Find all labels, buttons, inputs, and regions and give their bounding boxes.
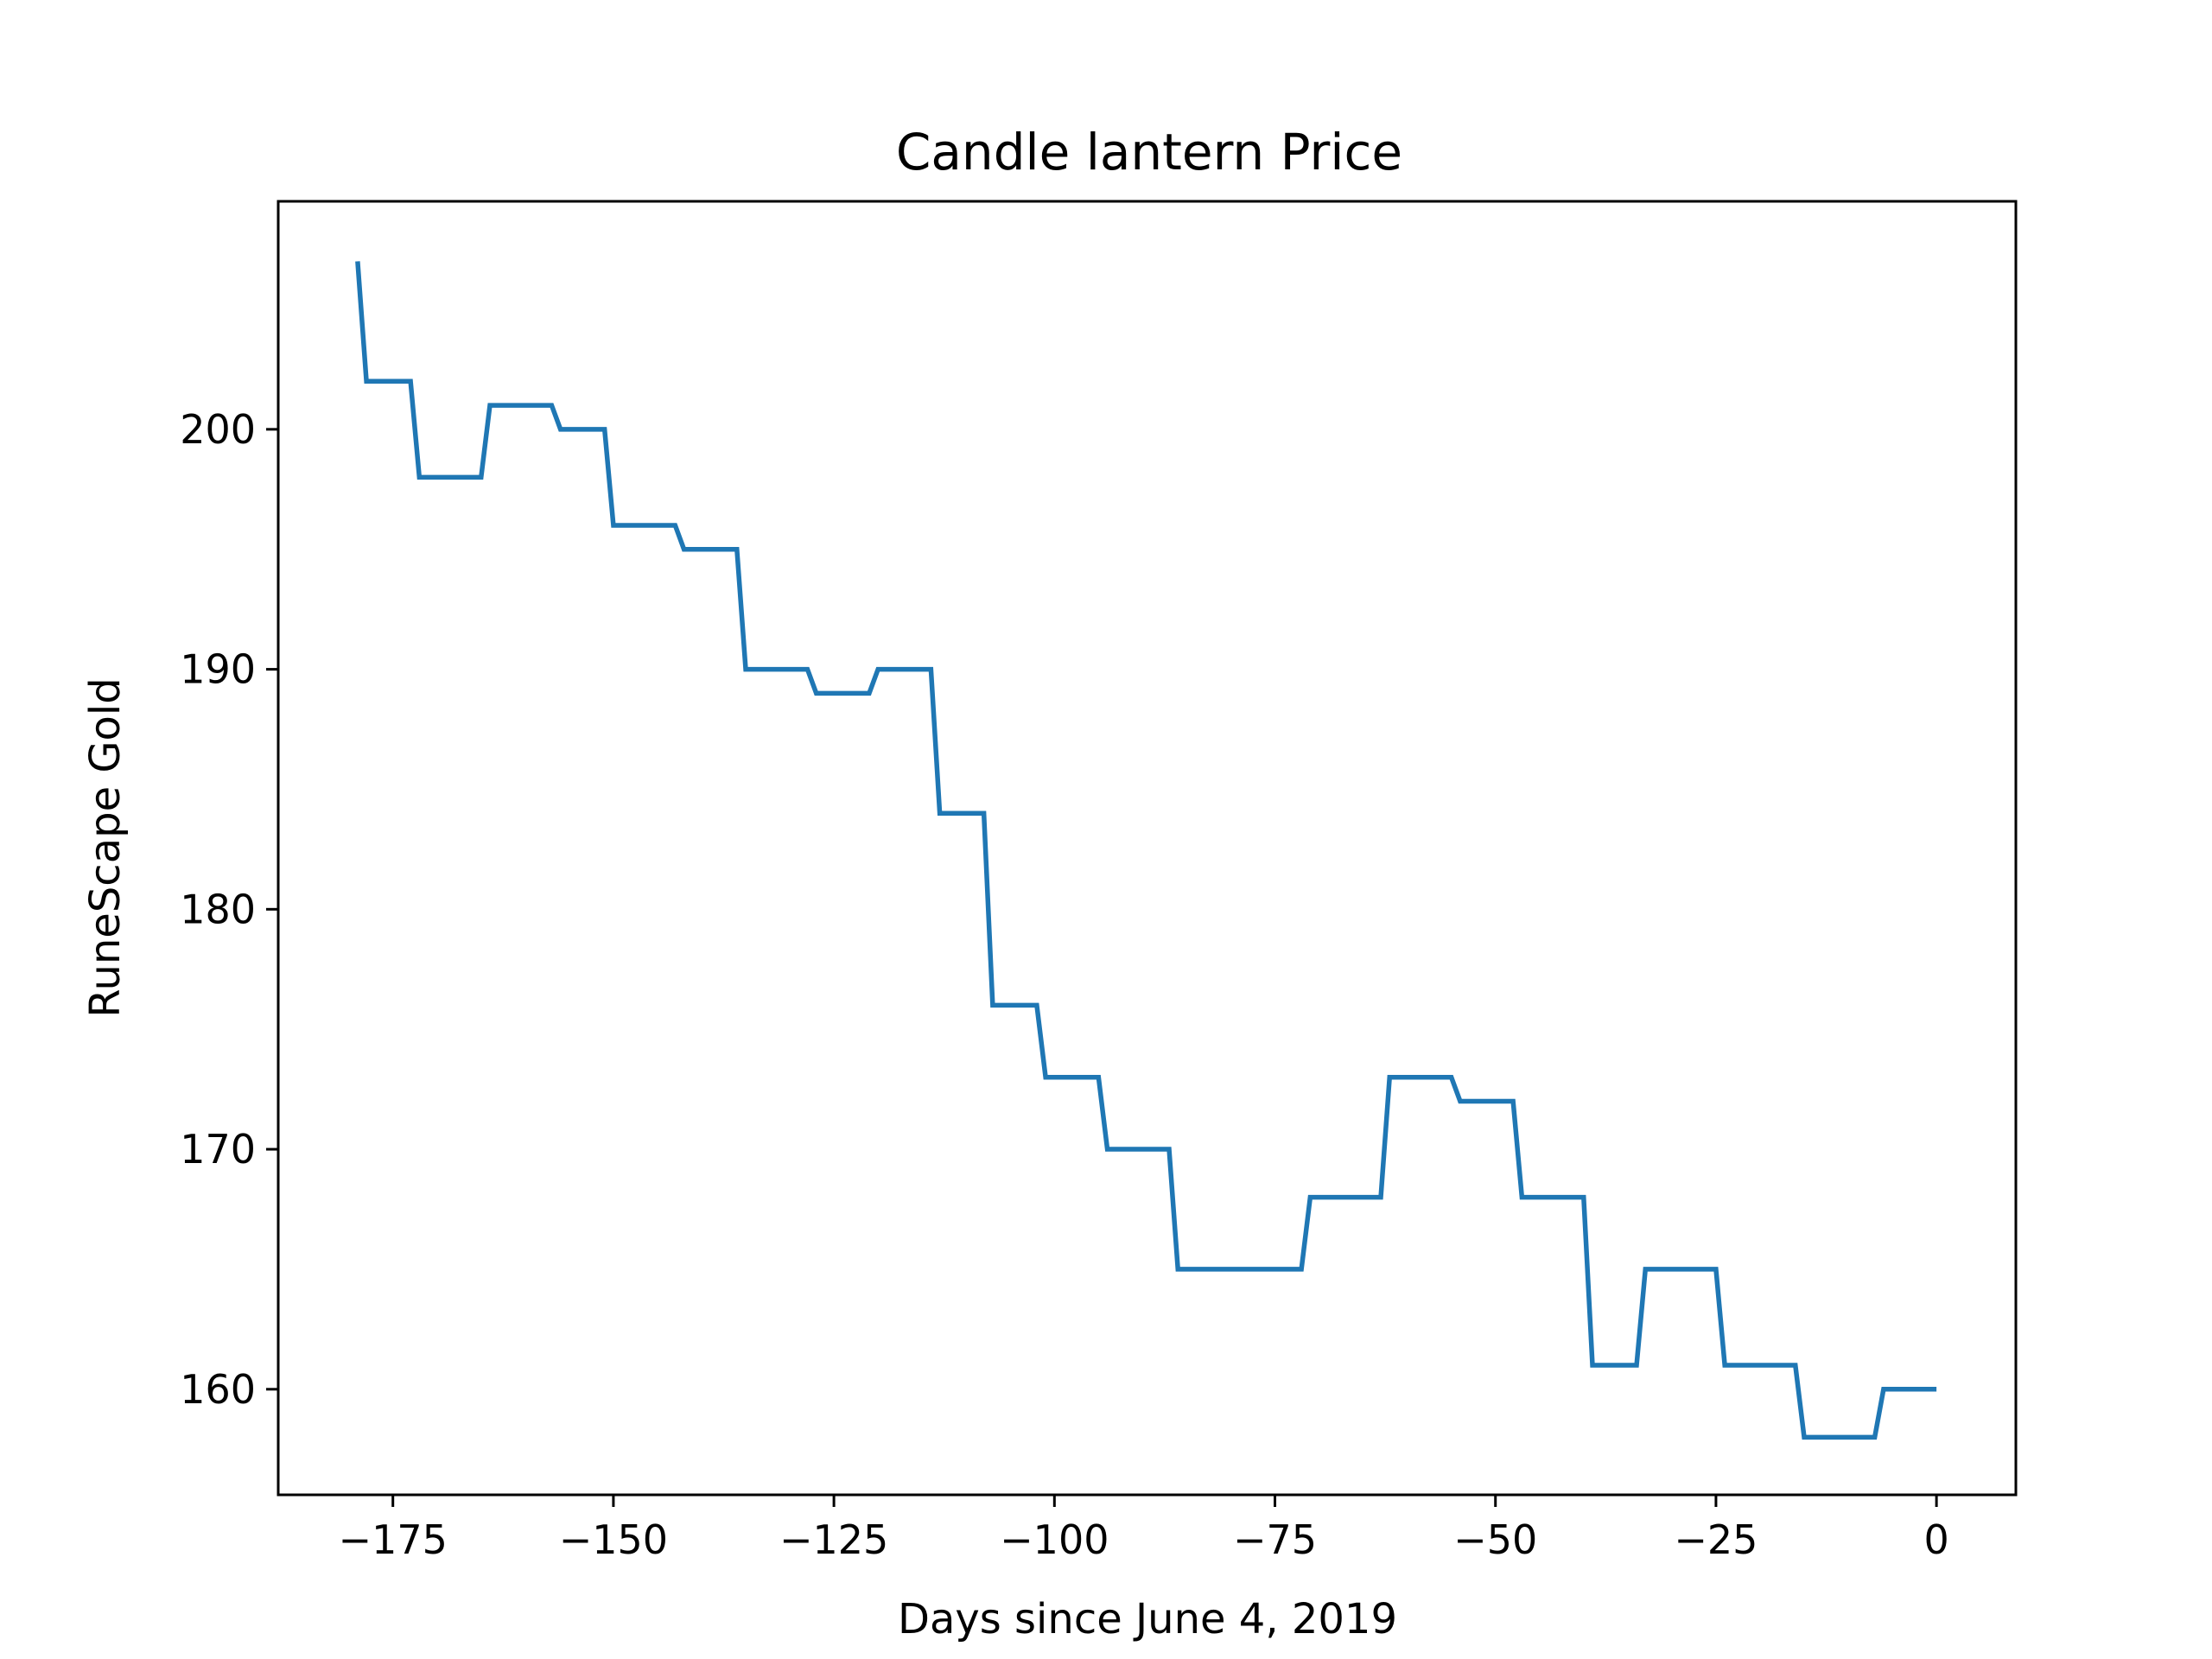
y-tick-label: 190 <box>180 646 256 693</box>
x-axis-ticks: −175 −150 −125 −100 −75 −50 −25 0 <box>339 1495 1949 1563</box>
x-tick-label: −25 <box>1674 1516 1758 1563</box>
x-tick-label: −100 <box>1000 1516 1109 1563</box>
x-axis-label: Days since June 4, 2019 <box>898 1595 1397 1643</box>
x-tick-label: −175 <box>339 1516 448 1563</box>
x-tick-label: −150 <box>559 1516 668 1563</box>
chart-title: Candle lantern Price <box>896 123 1402 181</box>
x-tick-label: −75 <box>1233 1516 1317 1563</box>
y-axis-ticks: 160 170 180 190 200 <box>180 406 278 1413</box>
x-tick-label: −50 <box>1453 1516 1537 1563</box>
y-tick-label: 200 <box>180 406 256 453</box>
x-tick-label: 0 <box>1923 1516 1948 1563</box>
y-tick-label: 180 <box>180 886 256 932</box>
plot-area <box>355 261 1937 1440</box>
y-tick-label: 160 <box>180 1366 256 1413</box>
y-tick-label: 170 <box>180 1126 256 1173</box>
series-line-0 <box>355 261 1937 1440</box>
x-tick-label: −125 <box>779 1516 888 1563</box>
plot-frame <box>276 200 2018 1497</box>
y-axis-label: RuneScape Gold <box>81 677 130 1017</box>
